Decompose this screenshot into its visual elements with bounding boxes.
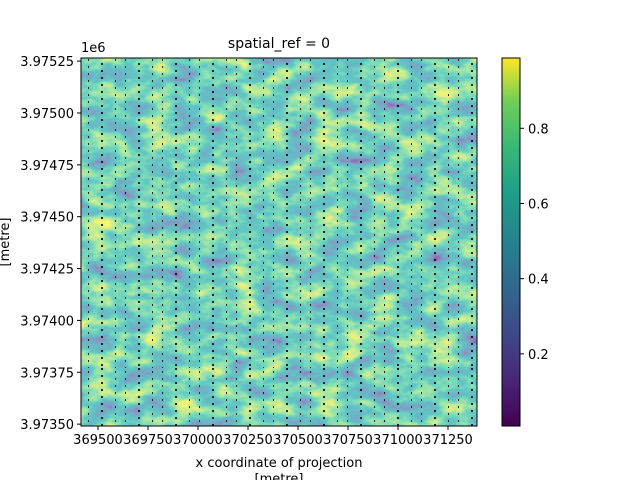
y-tick-label: 3.97475 <box>20 159 74 174</box>
axes-frame <box>80 57 478 427</box>
colorbar-tick-label: 0.8 <box>528 122 549 137</box>
colorbar-tick-label: 0.2 <box>528 348 549 363</box>
x-tick-label: 370250 <box>223 433 273 448</box>
raster-dots <box>81 58 477 426</box>
y-tick-label: 3.97425 <box>20 263 74 278</box>
x-tick-label: 370500 <box>273 433 323 448</box>
x-axis-label: x coordinate of projection <box>196 456 363 471</box>
y-tick-label: 3.97500 <box>20 107 74 122</box>
chart-title: spatial_ref = 0 <box>228 36 330 52</box>
colorbar-tick-label: 0.4 <box>528 273 549 288</box>
colorbar-tick-label: 0.6 <box>528 197 549 212</box>
offset-label: 1e6 <box>81 41 106 56</box>
x-tick-label: 370750 <box>323 433 373 448</box>
x-tick-label: 369750 <box>123 433 173 448</box>
y-tick-label: 3.97450 <box>20 211 74 226</box>
x-tick-label: 371250 <box>423 433 473 448</box>
x-tick-label: 371000 <box>373 433 423 448</box>
x-tick-label: 369500 <box>73 433 123 448</box>
x-axis-label: [metre] <box>255 472 304 480</box>
raster <box>81 58 477 426</box>
y-axis-label: [metre] <box>0 218 13 267</box>
y-tick-label: 3.97375 <box>20 366 74 381</box>
y-tick-label: 3.97400 <box>20 314 74 329</box>
colorbar <box>501 57 521 427</box>
y-tick-label: 3.97525 <box>20 55 74 70</box>
x-tick-label: 370000 <box>173 433 223 448</box>
y-tick-label: 3.97350 <box>20 418 74 433</box>
